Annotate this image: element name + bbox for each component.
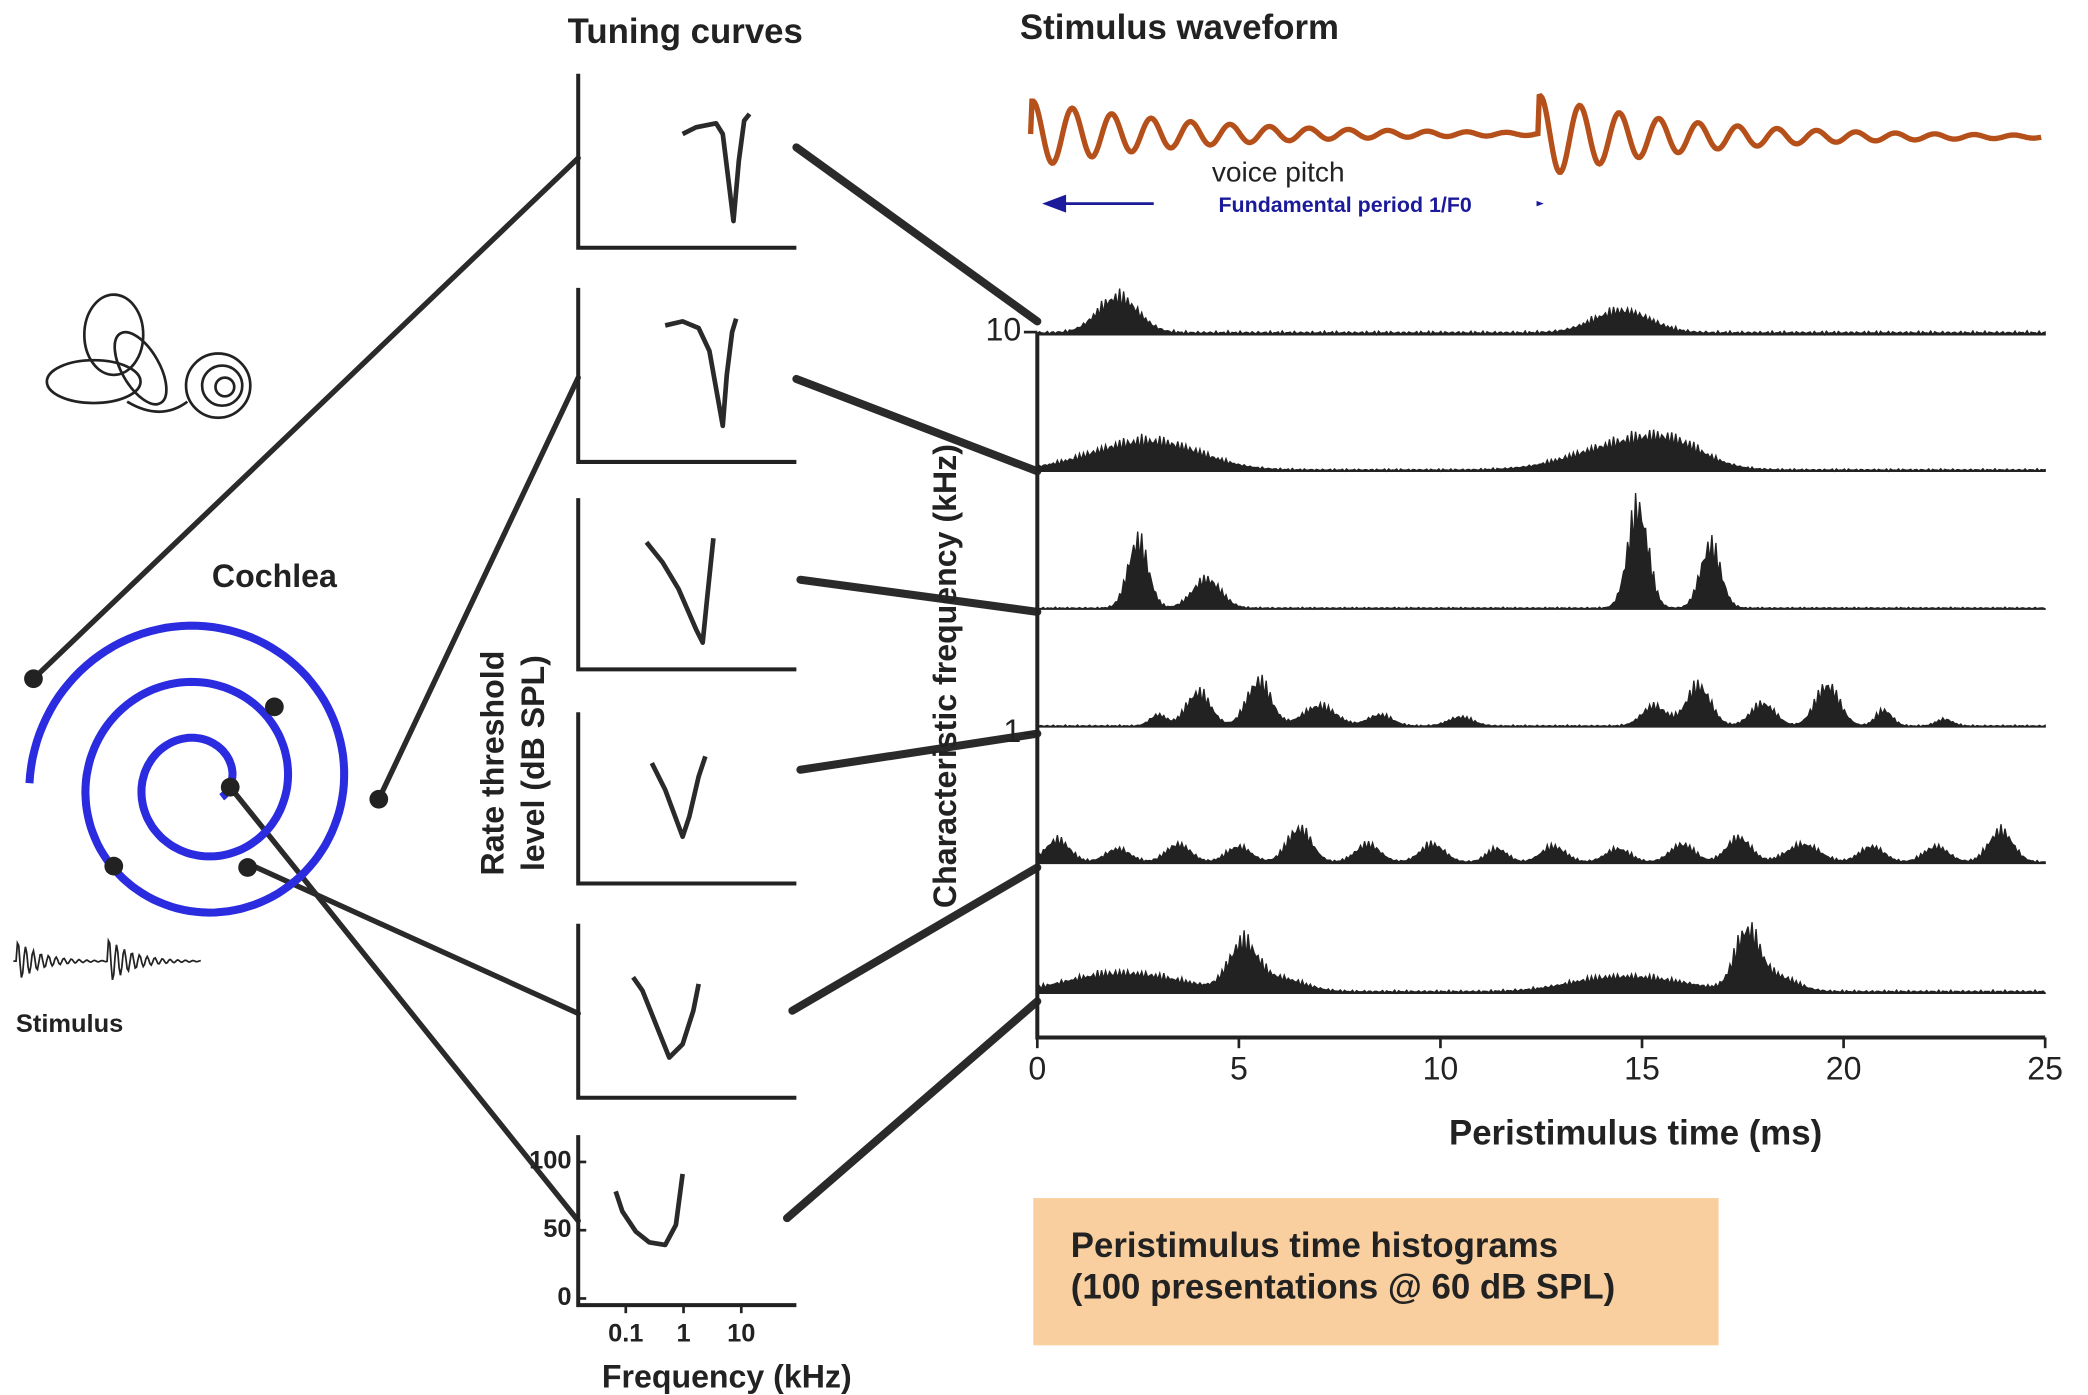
histogram: [1036, 824, 2046, 865]
psth-axes: [1035, 332, 2046, 1040]
note-line: (100 presentations @ 60 dB SPL): [1071, 1267, 1615, 1306]
x-tick-label: 10: [727, 1319, 755, 1347]
place-dot: [238, 858, 257, 877]
pitch-label: voice pitch: [1212, 157, 1345, 188]
tuning-y-label: Rate threshold: [475, 651, 511, 876]
tuning-curves: [613, 112, 752, 1248]
panel-axes: [576, 73, 797, 250]
place-dot: [104, 856, 124, 876]
connector: [376, 374, 581, 802]
tuning-curve: [664, 318, 739, 429]
place-dot: [220, 777, 240, 797]
x-tick-label: 25: [2027, 1050, 2063, 1086]
x-tick-label: 10: [1423, 1050, 1459, 1086]
note-box: [1033, 1198, 1719, 1346]
x-tick-label: 5: [1230, 1050, 1248, 1086]
psth-y-label: Characteristic frequency (kHz): [927, 444, 963, 908]
place-dot: [369, 789, 389, 809]
histogram: [1036, 492, 2046, 611]
connector: [796, 575, 1042, 616]
tuning-title: Tuning curves: [568, 12, 803, 51]
panel-axes: [576, 923, 797, 1100]
connector: [792, 374, 1042, 476]
panel-axes: [576, 287, 797, 464]
y-tick-label: 1: [1003, 713, 1021, 749]
period-label: Fundamental period 1/F0: [1218, 193, 1471, 217]
psth-x-label: Peristimulus time (ms): [1449, 1113, 1822, 1152]
x-tick-label: 0.1: [608, 1319, 643, 1347]
arrow-head: [1042, 194, 1067, 213]
panel-axes: [576, 712, 797, 886]
connector: [782, 997, 1042, 1223]
x-tick-label: 15: [1624, 1050, 1660, 1086]
y-tick-label: 10: [986, 312, 1022, 348]
y-tick-label: 0: [557, 1283, 571, 1311]
histogram: [1036, 922, 2046, 995]
x-tick-label: 0: [1028, 1050, 1046, 1086]
connector: [30, 155, 581, 682]
shell: [200, 364, 244, 408]
canal: [45, 358, 142, 405]
stimulus-sketch: [13, 937, 201, 980]
y-tick-label: 50: [543, 1215, 571, 1243]
tuning-curve: [649, 755, 708, 840]
histogram: [1036, 429, 2046, 473]
tuning-y-label: level (dB SPL): [515, 655, 551, 871]
waveform-title: Stimulus waveform: [1020, 8, 1339, 47]
shell: [184, 352, 252, 420]
vestibule: [126, 400, 189, 413]
x-tick-label: 20: [1826, 1050, 1862, 1086]
connector: [244, 860, 581, 1017]
stimulus-label: Stimulus: [16, 1010, 123, 1038]
connector: [796, 729, 1042, 774]
tuning-curve: [613, 1173, 685, 1248]
histogram: [1036, 288, 2046, 337]
connectors: [30, 143, 1042, 1224]
tuning-curve: [631, 975, 701, 1060]
histogram: [1036, 674, 2046, 728]
tuning-x-label: Frequency (kHz): [602, 1358, 852, 1394]
canal: [82, 293, 145, 377]
inner-ear: [45, 293, 252, 420]
canal: [113, 330, 168, 406]
note-line: Peristimulus time histograms: [1071, 1226, 1558, 1265]
shell: [214, 376, 236, 398]
connector: [227, 784, 581, 1224]
panel-axes: [576, 498, 797, 672]
cochlea-spiral: [25, 621, 349, 917]
y-tick-label: 100: [529, 1147, 571, 1175]
connector: [792, 143, 1042, 326]
tuning-curve: [681, 112, 752, 224]
tuning-curve: [644, 537, 716, 645]
label-bg: [1153, 191, 1537, 219]
place-dot: [24, 669, 43, 689]
cochlea-label: Cochlea: [212, 558, 338, 594]
connector: [788, 863, 1042, 1015]
stimulus-waveform: [1027, 92, 2042, 175]
panel-axes: [576, 1135, 797, 1308]
x-tick-label: 1: [676, 1319, 690, 1347]
place-dot: [265, 697, 284, 717]
